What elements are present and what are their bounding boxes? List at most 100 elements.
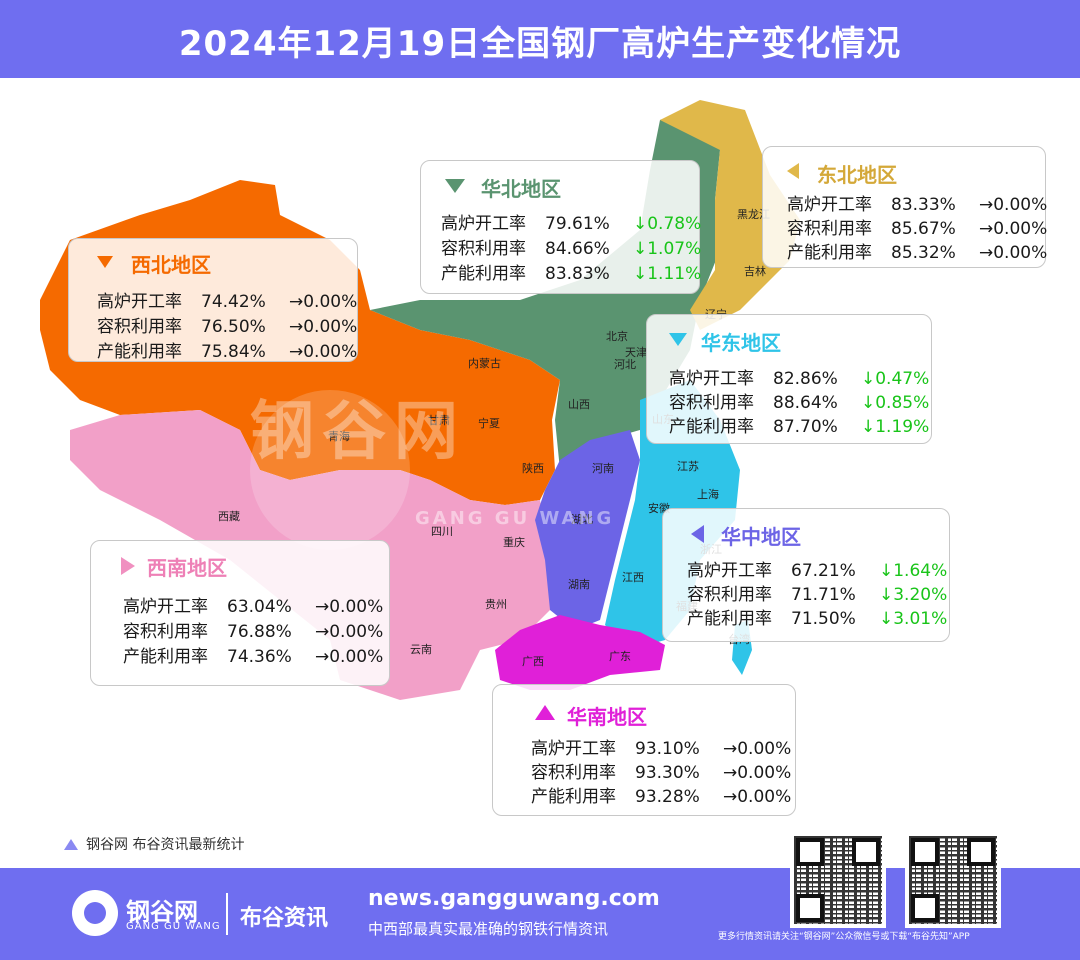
province-label: 河北 <box>614 358 636 371</box>
page-title: 2024年12月19日全国钢厂高炉生产变化情况 <box>178 24 902 64</box>
card-east: 华东地区 高炉开工率 82.86% ↓0.47% 容积利用率 88.64% ↓0.85%… <box>646 314 932 444</box>
stat-value: 85.32% <box>891 243 956 263</box>
province-label: 四川 <box>431 525 453 538</box>
stat-value: 67.21% <box>791 561 856 581</box>
brand-secondary: 布谷资讯 <box>240 906 329 931</box>
stat-row: 容积利用率 93.30% →0.00% <box>531 758 791 783</box>
brand-divider <box>226 893 228 935</box>
stat-change: →0.00% <box>315 647 384 667</box>
region-south-shape <box>495 615 665 690</box>
qr-code-icon[interactable] <box>905 832 1001 928</box>
stat-row: 高炉开工率 82.86% ↓0.47% <box>669 364 929 389</box>
stat-value: 83.33% <box>891 195 956 215</box>
stat-row: 高炉开工率 63.04% →0.00% <box>123 592 383 617</box>
province-label: 云南 <box>410 643 432 656</box>
stat-label: 高炉开工率 <box>531 739 616 759</box>
card-title: 西北地区 <box>131 253 211 277</box>
watermark-circle <box>250 390 410 550</box>
stat-value: 71.71% <box>791 585 856 605</box>
footer-bar <box>0 868 1080 960</box>
stat-label: 产能利用率 <box>787 243 872 263</box>
stat-label: 容积利用率 <box>123 622 208 642</box>
region-northeast-shape <box>660 100 800 330</box>
logo-inner-icon <box>84 902 106 924</box>
triangle-up-icon <box>535 705 555 720</box>
card-northwest: 西北地区 高炉开工率 74.42% →0.00% 容积利用率 76.50% →0.00%… <box>68 238 358 362</box>
province-label: 上海 <box>697 487 719 501</box>
stat-label: 产能利用率 <box>123 647 208 667</box>
stat-row: 高炉开工率 83.33% →0.00% <box>787 190 1047 215</box>
card-central: 华中地区 高炉开工率 67.21% ↓1.64% 容积利用率 71.71% ↓3.20%… <box>662 508 950 642</box>
stat-row: 产能利用率 93.28% →0.00% <box>531 782 791 807</box>
triangle-down-icon <box>97 256 113 268</box>
stat-value: 93.10% <box>635 739 700 759</box>
qr-caption: 更多行情资讯请关注“钢谷网”公众微信号或下载“布谷先知”APP <box>718 932 970 942</box>
stat-change: ↓1.19% <box>861 417 930 437</box>
stat-change: ↓0.85% <box>861 393 930 413</box>
stat-label: 高炉开工率 <box>441 214 526 234</box>
stat-row: 产能利用率 71.50% ↓3.01% <box>687 604 947 629</box>
qr-code-icon[interactable] <box>790 832 886 928</box>
stat-change: ↓0.78% <box>633 214 702 234</box>
watermark-text: 钢谷网 <box>250 395 466 469</box>
stat-value: 84.66% <box>545 239 610 259</box>
site-url[interactable]: news.gangguwang.com <box>368 886 660 911</box>
stat-value: 76.50% <box>201 317 266 337</box>
province-label: 青海 <box>328 429 350 443</box>
stat-label: 容积利用率 <box>669 393 754 413</box>
stat-row: 容积利用率 71.71% ↓3.20% <box>687 580 947 605</box>
stat-row: 高炉开工率 93.10% →0.00% <box>531 734 791 759</box>
stat-change: ↓1.64% <box>879 561 948 581</box>
stat-change: →0.00% <box>315 622 384 642</box>
stat-value: 76.88% <box>227 622 292 642</box>
province-label: 湖南 <box>568 578 590 591</box>
stat-row: 产能利用率 75.84% →0.00% <box>97 337 357 362</box>
province-label: 黑龙江 <box>737 208 770 221</box>
stat-label: 产能利用率 <box>669 417 754 437</box>
province-label: 广东 <box>609 650 631 663</box>
stat-row: 容积利用率 88.64% ↓0.85% <box>669 388 929 413</box>
province-label: 河南 <box>592 462 614 475</box>
triangle-right-icon <box>121 557 135 575</box>
stat-row: 产能利用率 83.83% ↓1.11% <box>441 259 701 284</box>
stat-row: 容积利用率 85.67% →0.00% <box>787 214 1047 239</box>
stat-change: →0.00% <box>289 292 358 312</box>
stat-row: 高炉开工率 67.21% ↓1.64% <box>687 556 947 581</box>
stat-change: ↓3.01% <box>879 609 948 629</box>
stat-change: ↓1.07% <box>633 239 702 259</box>
stat-value: 93.28% <box>635 787 700 807</box>
brand-name-en: GANG GU WANG <box>126 921 221 932</box>
stat-label: 产能利用率 <box>687 609 772 629</box>
stat-row: 产能利用率 87.70% ↓1.19% <box>669 412 929 437</box>
stat-row: 容积利用率 76.88% →0.00% <box>123 617 383 642</box>
stat-label: 高炉开工率 <box>787 195 872 215</box>
stat-label: 容积利用率 <box>531 763 616 783</box>
province-label: 重庆 <box>503 535 525 549</box>
stat-value: 74.42% <box>201 292 266 312</box>
stat-value: 83.83% <box>545 264 610 284</box>
province-label: 西藏 <box>218 510 240 523</box>
card-north: 华北地区 高炉开工率 79.61% ↓0.78% 容积利用率 84.66% ↓1.07%… <box>420 160 702 294</box>
source-note: 钢谷网 布谷资讯最新统计 <box>86 837 245 853</box>
stat-label: 容积利用率 <box>787 219 872 239</box>
triangle-left-icon <box>691 525 704 543</box>
province-label: 广西 <box>522 655 544 668</box>
province-label: 内蒙古 <box>468 356 501 370</box>
stat-value: 71.50% <box>791 609 856 629</box>
province-label: 江苏 <box>677 460 699 473</box>
province-label: 吉林 <box>744 264 766 278</box>
header-bar: 2024年12月19日全国钢厂高炉生产变化情况 <box>0 0 1080 78</box>
stat-change: →0.00% <box>315 597 384 617</box>
stat-value: 79.61% <box>545 214 610 234</box>
card-title: 华东地区 <box>701 331 781 355</box>
stat-change: ↓0.47% <box>861 369 930 389</box>
slogan: 中西部最真实最准确的钢铁行情资讯 <box>368 920 609 938</box>
province-label: 湖北 <box>571 513 593 526</box>
note-triangle-icon <box>64 839 78 850</box>
card-title: 东北地区 <box>817 163 897 187</box>
stat-change: →0.00% <box>979 195 1048 215</box>
brand-name: 钢谷网 <box>126 898 198 926</box>
province-label: 甘肃 <box>428 414 450 427</box>
stat-label: 容积利用率 <box>97 317 182 337</box>
card-title: 华北地区 <box>481 177 561 201</box>
